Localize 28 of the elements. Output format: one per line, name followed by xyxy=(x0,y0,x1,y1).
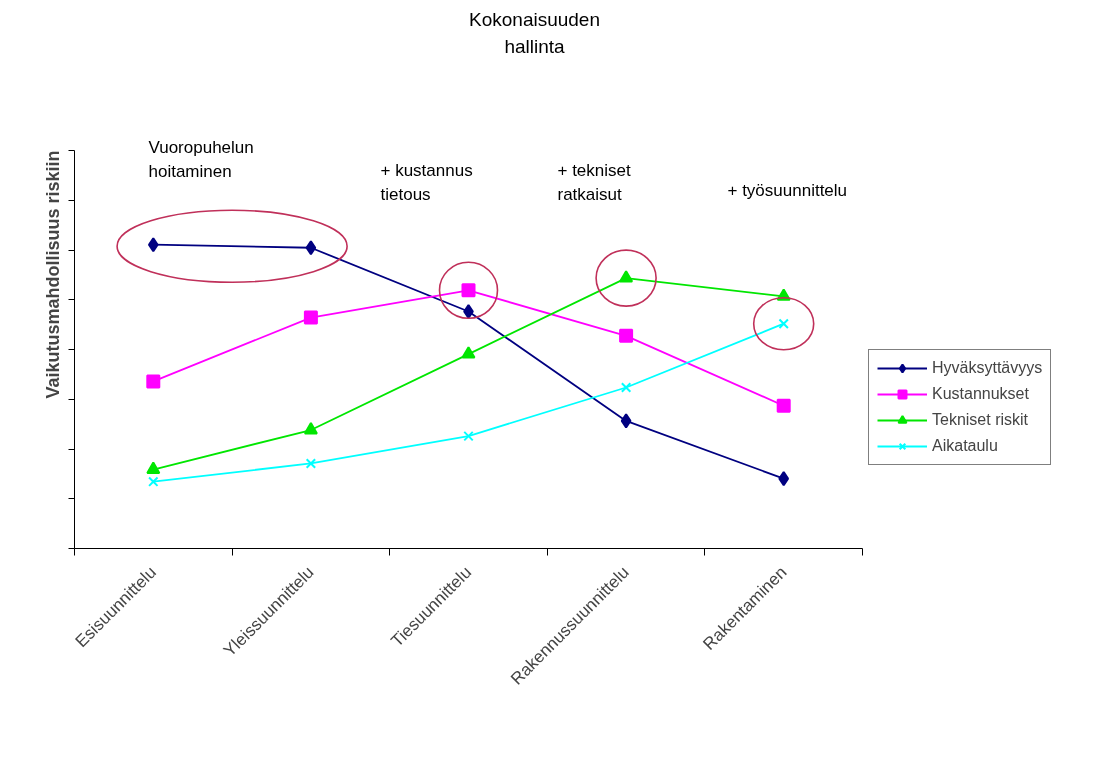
point xyxy=(463,430,474,442)
point xyxy=(305,458,317,469)
point xyxy=(778,318,789,329)
point xyxy=(305,240,317,256)
point xyxy=(619,328,634,343)
text: + tekniset ratkaisut xyxy=(557,160,632,205)
point xyxy=(461,283,476,298)
point xyxy=(620,382,632,393)
point xyxy=(147,237,159,253)
point xyxy=(620,413,632,429)
chart-title: Kokonaisuuden hallinta xyxy=(469,8,600,57)
point xyxy=(146,461,161,474)
legend-label: Aikataulu xyxy=(932,437,998,455)
text: Vuoropuhelun hoitaminen xyxy=(148,137,254,182)
point xyxy=(776,398,791,413)
legend-label: Kustannukset xyxy=(932,385,1029,403)
text: + kustannus tietous xyxy=(380,160,473,205)
legend-label: Hyväksyttävyys xyxy=(932,359,1043,377)
text: + työsuunnittelu xyxy=(727,180,848,200)
point xyxy=(148,476,159,487)
legend-label: Tekniset riskit xyxy=(932,411,1029,429)
point xyxy=(778,471,790,487)
point xyxy=(303,422,318,435)
point xyxy=(461,346,476,359)
point xyxy=(619,270,634,283)
point xyxy=(146,374,161,389)
y-axis-title: Vaikutusmahdollisuus riskiin xyxy=(42,150,63,399)
point xyxy=(303,310,318,325)
